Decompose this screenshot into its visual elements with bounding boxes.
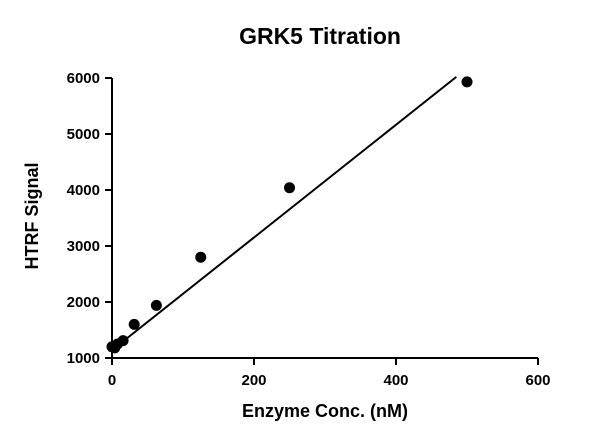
fit-line [111,76,457,351]
x-axis-label: Enzyme Conc. (nM) [242,401,408,421]
data-points [106,76,473,354]
y-tick-label: 4000 [67,182,100,199]
data-point [150,299,162,311]
x-tick-label: 400 [383,372,408,389]
data-point [461,76,473,88]
y-tick-label: 2000 [67,294,100,311]
data-point [195,251,207,263]
x-tick-label: 600 [525,372,550,389]
x-tick-label: 0 [108,372,116,389]
plot-area: 0 200 400 600 1000 2000 3000 4000 5000 6000 [67,70,551,389]
data-point [284,182,295,194]
x-tick-label: 200 [241,372,266,389]
chart-title: GRK5 Titration [239,23,401,49]
data-point [117,335,129,347]
y-tick-label: 1000 [67,350,100,367]
y-tick-label: 3000 [67,238,100,255]
data-point [128,318,140,330]
y-tick-label: 5000 [67,126,100,143]
y-tick-label: 6000 [67,70,100,87]
y-axis-label: HTRF Signal [22,163,42,270]
y-axis-ticks: 1000 2000 3000 4000 5000 6000 [67,70,112,367]
x-axis-ticks: 0 200 400 600 [108,358,551,389]
